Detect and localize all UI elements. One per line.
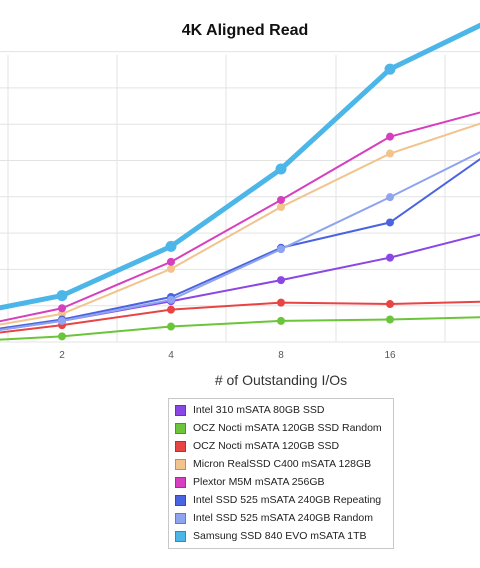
series-line [0,122,480,326]
x-tick-label: 8 [278,350,284,361]
data-point[interactable] [386,193,394,202]
legend-swatch [175,422,186,434]
legend-swatch [175,512,186,524]
legend-label: OCZ Nocti mSATA 120GB SSD Random [193,422,382,434]
data-point[interactable] [277,245,285,254]
x-tick-label: 2 [59,350,65,361]
data-point[interactable] [167,264,175,273]
data-point[interactable] [384,63,396,75]
legend-swatch [175,458,186,470]
data-point[interactable] [277,316,285,325]
series-line [0,157,480,330]
series-lines [0,22,480,341]
data-point[interactable] [386,132,394,141]
data-point[interactable] [56,290,68,302]
legend-label: OCZ Nocti mSATA 120GB SSD [193,440,340,452]
data-point[interactable] [386,253,394,262]
legend-swatch [175,404,186,416]
chart-title: 4K Aligned Read [182,22,309,39]
legend-item[interactable]: OCZ Nocti mSATA 120GB SSD Random [169,419,393,437]
legend-item[interactable]: Samsung SSD 840 EVO mSATA 1TB [169,527,393,545]
legend-item[interactable]: OCZ Nocti mSATA 120GB SSD [169,437,393,455]
line-chart: 2 4 8 16 4K Aligned Read # of Outstanding I… [0,22,480,388]
data-point[interactable] [167,305,175,314]
legend-swatch [175,440,186,452]
legend-item[interactable]: Intel SSD 525 mSATA 240GB Random [169,509,393,527]
data-point[interactable] [386,149,394,158]
data-point[interactable] [277,298,285,307]
data-point[interactable] [58,332,66,341]
legend-item[interactable]: Micron RealSSD C400 mSATA 128GB [169,455,393,473]
data-point[interactable] [277,195,285,204]
x-axis-label: # of Outstanding I/Os [215,372,347,388]
data-point[interactable] [58,304,66,313]
data-point[interactable] [165,240,177,252]
legend-label: Samsung SSD 840 EVO mSATA 1TB [193,530,367,542]
x-tick-labels: 2 4 8 16 [59,350,396,361]
legend-swatch [175,476,186,488]
legend-item[interactable]: Intel 310 mSATA 80GB SSD [169,401,393,419]
series-line [0,316,480,341]
data-point[interactable] [386,315,394,324]
legend-label: Intel 310 mSATA 80GB SSD [193,404,325,416]
legend-label: Intel SSD 525 mSATA 240GB Random [193,512,373,524]
series-line [0,111,480,323]
data-point[interactable] [58,316,66,325]
legend: Intel 310 mSATA 80GB SSD OCZ Nocti mSATA … [168,398,394,549]
data-point[interactable] [386,218,394,227]
data-point[interactable] [167,257,175,266]
data-point[interactable] [58,309,66,318]
legend-label: Plextor M5M mSATA 256GB [193,476,325,488]
legend-item[interactable]: Plextor M5M mSATA 256GB [169,473,393,491]
legend-item[interactable]: Intel SSD 525 mSATA 240GB Repeating [169,491,393,509]
data-point[interactable] [386,300,394,309]
legend-swatch [175,494,186,506]
data-point[interactable] [167,295,175,304]
series-line [0,233,480,331]
series-line [0,22,480,311]
x-tick-label: 16 [384,350,396,361]
data-point[interactable] [167,322,175,331]
data-point[interactable] [275,163,287,175]
legend-swatch [175,530,186,542]
series-line [0,151,480,331]
series-line [0,300,480,334]
data-point[interactable] [277,202,285,211]
legend-label: Micron RealSSD C400 mSATA 128GB [193,458,372,470]
x-tick-label: 4 [168,350,174,361]
legend-label: Intel SSD 525 mSATA 240GB Repeating [193,494,382,506]
data-point[interactable] [277,276,285,285]
